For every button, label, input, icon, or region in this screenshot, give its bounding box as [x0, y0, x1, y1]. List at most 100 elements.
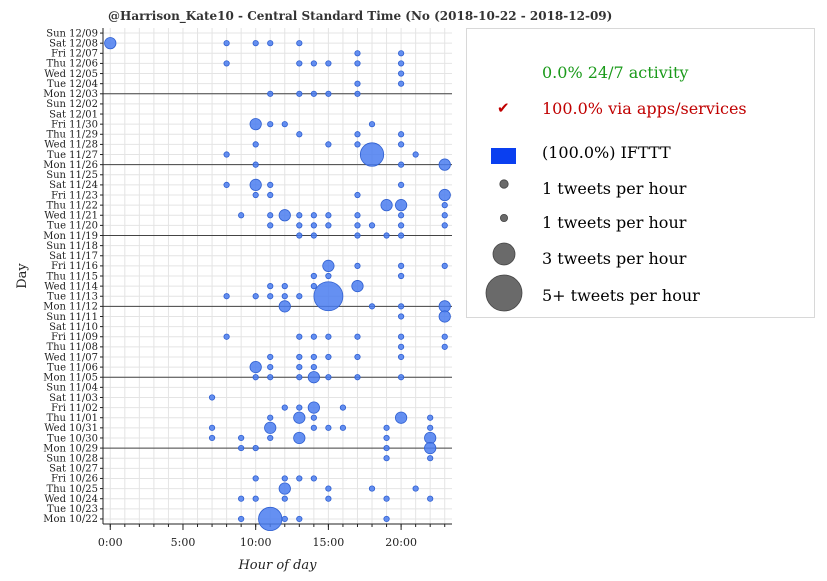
data-point — [354, 80, 361, 87]
data-point — [310, 60, 317, 67]
data-point — [296, 293, 303, 300]
data-point — [325, 212, 332, 219]
data-point — [310, 283, 317, 290]
data-point — [354, 60, 361, 67]
y-tick-label: Mon 10/22 — [43, 514, 98, 525]
data-point — [398, 303, 405, 310]
data-point — [310, 353, 317, 361]
data-point — [354, 131, 361, 138]
data-point — [310, 424, 317, 431]
y-tick-label: Thu 12/06 — [46, 59, 98, 70]
data-point — [310, 475, 317, 482]
y-tick-label: Thu 11/15 — [46, 271, 98, 282]
y-tick-label: Fri 12/07 — [51, 49, 98, 60]
data-point — [223, 333, 230, 340]
legend-apps-label: 100.0% via apps/services — [542, 99, 747, 118]
y-tick-label: Wed 10/31 — [44, 423, 98, 434]
y-tick-label: Tue 11/13 — [47, 292, 98, 303]
data-point — [383, 232, 390, 239]
checkmark-icon: ✔ — [497, 99, 510, 117]
data-point — [223, 40, 230, 47]
y-tick-label: Thu 11/29 — [46, 130, 98, 141]
data-point — [281, 515, 288, 523]
data-point — [296, 404, 303, 411]
data-point — [395, 199, 408, 212]
data-point — [252, 293, 259, 300]
y-tick-label: Fri 11/23 — [51, 190, 98, 201]
y-tick-label: Fri 10/26 — [51, 474, 98, 485]
data-point — [264, 421, 277, 434]
y-tick-label: Mon 11/19 — [43, 231, 98, 242]
data-point — [395, 411, 408, 424]
y-tick-label: Wed 12/05 — [44, 69, 98, 80]
data-point — [383, 495, 390, 502]
data-point — [296, 515, 303, 523]
data-point — [296, 40, 303, 47]
data-point — [368, 303, 376, 310]
data-point — [208, 394, 216, 401]
data-point — [398, 353, 405, 361]
data-point — [310, 222, 317, 229]
data-point — [281, 293, 288, 300]
data-point — [383, 455, 390, 462]
chart-title: @Harrison_Kate10 - Central Standard Time… — [108, 9, 612, 23]
data-point — [313, 281, 344, 312]
legend-size-label: 5+ tweets per hour — [542, 286, 700, 305]
data-point — [398, 161, 405, 168]
data-point — [296, 333, 303, 340]
data-point — [427, 414, 434, 421]
data-point — [223, 181, 230, 188]
legend-size-1: 1 tweets per hour — [467, 173, 814, 203]
data-point — [398, 333, 405, 340]
data-point — [104, 37, 117, 50]
data-point — [307, 371, 320, 384]
y-tick-label: Mon 10/29 — [43, 443, 98, 454]
data-point — [398, 374, 405, 381]
y-tick-label: Tue 11/20 — [47, 221, 98, 232]
legend-size-label: 1 tweets per hour — [542, 213, 687, 232]
y-tick-label: Mon 11/05 — [43, 373, 98, 384]
data-point — [354, 212, 361, 219]
data-point — [354, 50, 361, 57]
data-point — [249, 118, 262, 131]
data-point — [267, 283, 274, 290]
y-tick-label: Thu 10/25 — [46, 484, 98, 495]
y-tick-label: Tue 11/06 — [47, 362, 98, 373]
y-tick-label: Sat 11/03 — [49, 393, 98, 404]
legend-activity-label: 0.0% 24/7 activity — [542, 63, 689, 82]
data-point — [208, 434, 216, 442]
data-point — [325, 90, 332, 97]
data-point — [398, 313, 405, 320]
y-tick-label: Sun 11/18 — [46, 241, 98, 252]
data-point — [310, 90, 317, 97]
data-point — [238, 444, 245, 452]
data-point — [310, 414, 317, 421]
y-tick-label: Sat 11/24 — [49, 180, 98, 191]
data-point — [223, 151, 230, 158]
data-point — [267, 293, 274, 300]
y-tick-label: Mon 11/26 — [43, 160, 98, 171]
data-point — [267, 90, 274, 97]
data-point — [441, 262, 448, 269]
source-color-swatch — [491, 148, 516, 164]
y-tick-label: Mon 12/03 — [43, 89, 98, 100]
data-point — [383, 424, 390, 431]
y-tick-label: Wed 11/21 — [44, 211, 98, 222]
data-point — [383, 444, 390, 452]
y-tick-label: Thu 11/08 — [46, 342, 98, 353]
data-point — [438, 188, 451, 202]
data-point — [398, 50, 405, 57]
data-point — [278, 209, 291, 222]
y-tick-label: Tue 10/30 — [47, 433, 98, 444]
data-point — [354, 333, 361, 340]
y-tick-label: Sat 11/10 — [49, 322, 98, 333]
data-point — [238, 212, 245, 219]
data-point — [383, 434, 390, 442]
data-point — [398, 222, 405, 229]
legend-size-3: 3 tweets per hour — [467, 243, 814, 273]
data-point — [267, 374, 274, 381]
data-point — [267, 212, 274, 219]
data-point — [325, 374, 332, 381]
y-tick-label: Thu 11/22 — [46, 200, 98, 211]
data-point — [325, 495, 332, 502]
